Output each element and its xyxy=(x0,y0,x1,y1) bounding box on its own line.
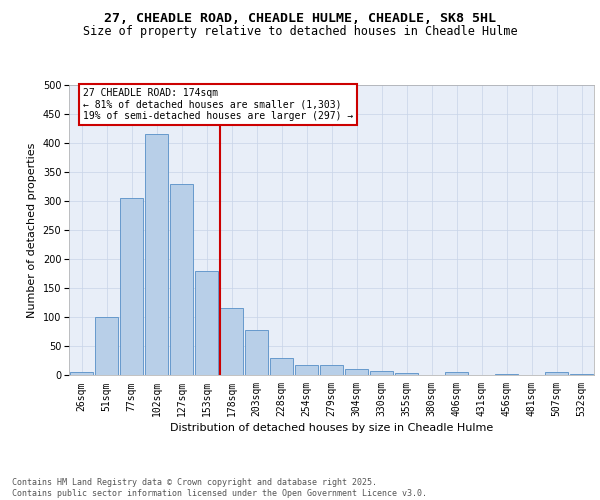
Bar xyxy=(145,134,168,375)
Bar xyxy=(70,372,93,375)
Bar xyxy=(195,270,218,375)
Bar xyxy=(370,371,393,375)
Bar xyxy=(570,374,593,375)
Bar xyxy=(170,184,193,375)
Text: 27, CHEADLE ROAD, CHEADLE HULME, CHEADLE, SK8 5HL: 27, CHEADLE ROAD, CHEADLE HULME, CHEADLE… xyxy=(104,12,496,26)
Y-axis label: Number of detached properties: Number of detached properties xyxy=(27,142,37,318)
Bar xyxy=(320,365,343,375)
Bar xyxy=(95,317,118,375)
Bar xyxy=(445,372,468,375)
Bar xyxy=(545,372,568,375)
Bar xyxy=(245,330,268,375)
Bar xyxy=(295,364,318,375)
Text: Size of property relative to detached houses in Cheadle Hulme: Size of property relative to detached ho… xyxy=(83,24,517,38)
Bar xyxy=(220,308,243,375)
Bar xyxy=(495,374,518,375)
X-axis label: Distribution of detached houses by size in Cheadle Hulme: Distribution of detached houses by size … xyxy=(170,424,493,434)
Bar xyxy=(345,368,368,375)
Text: Contains HM Land Registry data © Crown copyright and database right 2025.
Contai: Contains HM Land Registry data © Crown c… xyxy=(12,478,427,498)
Bar xyxy=(270,358,293,375)
Text: 27 CHEADLE ROAD: 174sqm
← 81% of detached houses are smaller (1,303)
19% of semi: 27 CHEADLE ROAD: 174sqm ← 81% of detache… xyxy=(83,88,353,121)
Bar xyxy=(395,372,418,375)
Bar xyxy=(120,198,143,375)
